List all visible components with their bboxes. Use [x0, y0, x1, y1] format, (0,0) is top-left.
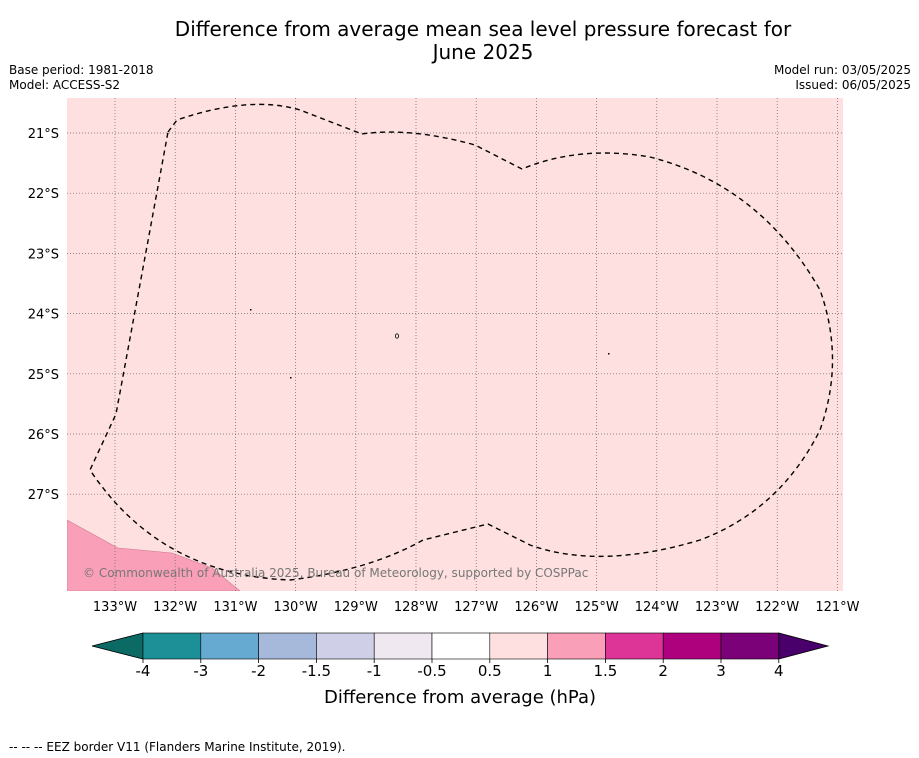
longitude-label: 131°W — [213, 600, 257, 615]
issued-date: Issued: 06/05/2025 — [795, 78, 911, 92]
colorbar-segment — [720, 632, 780, 660]
colorbar-tick-label: -1 — [367, 662, 382, 680]
colorbar-segment — [662, 632, 722, 660]
longitude-label: 124°W — [635, 600, 679, 615]
colorbar-tick-label: 0.5 — [478, 662, 502, 680]
colorbar-segment — [431, 632, 491, 660]
colorbar-segment — [316, 632, 375, 660]
model-run: Model run: 03/05/2025 — [773, 63, 911, 77]
colorbar-tick-label: 1.5 — [593, 662, 617, 680]
colorbar-segment — [489, 632, 548, 660]
colorbar-tick-label: -4 — [136, 662, 151, 680]
longitude-label: 126°W — [514, 600, 558, 615]
latitude-label: 23°S — [28, 247, 59, 262]
latitude-label: 26°S — [28, 428, 59, 443]
colorbar-tick-label: 2 — [658, 662, 668, 680]
title-line-2: June 2025 — [432, 40, 534, 64]
colorbar-tick-label: -3 — [193, 662, 208, 680]
map-background — [67, 98, 843, 591]
copyright-notice: © Commonwealth of Australia 2025, Bureau… — [83, 566, 588, 580]
colorbar-segment — [605, 632, 664, 660]
latitude-labels: 21°S 22°S 23°S 24°S 25°S 26°S 27°S — [28, 127, 59, 503]
longitude-label: 133°W — [93, 600, 137, 615]
colorbar-segment — [373, 632, 433, 660]
island-marker — [608, 353, 610, 355]
title-line-1: Difference from average mean sea level p… — [174, 17, 792, 41]
latitude-label: 25°S — [28, 368, 59, 383]
latitude-label: 27°S — [28, 488, 59, 503]
meta-left: Base period: 1981-2018 Model: ACCESS-S2 — [9, 63, 154, 93]
latitude-label: 21°S — [28, 127, 59, 142]
island-markers — [250, 309, 610, 379]
latitude-label: 22°S — [28, 187, 59, 202]
longitude-label: 127°W — [454, 600, 498, 615]
colorbar-tick-label: 3 — [716, 662, 726, 680]
anomaly-region — [67, 519, 241, 591]
longitude-label: 132°W — [153, 600, 197, 615]
colorbar-segment — [200, 632, 259, 660]
colorbar-tick-label: 4 — [774, 662, 784, 680]
island-marker — [250, 309, 252, 311]
map-title: Difference from average mean sea level p… — [0, 18, 919, 64]
longitude-label: 129°W — [334, 600, 378, 615]
eez-border-line — [89, 103, 834, 581]
island-marker — [394, 333, 399, 339]
meta-right: Model run: 03/05/2025 Issued: 06/05/2025 — [774, 63, 911, 93]
colorbar-tick-label: 1 — [543, 662, 553, 680]
base-period: Base period: 1981-2018 — [9, 63, 154, 77]
colorbar-segment — [547, 632, 606, 660]
longitude-label: 125°W — [575, 600, 619, 615]
colorbar-label: Difference from average (hPa) — [324, 687, 596, 708]
graticule — [67, 98, 843, 591]
island-marker — [290, 377, 292, 379]
longitude-labels: 133°W 132°W 131°W 130°W 129°W 128°W 127°W 126°W… — [93, 600, 860, 615]
colorbar-tick-label: -0.5 — [417, 662, 446, 680]
colorbar-extend-low — [91, 632, 144, 660]
colorbar-segment — [142, 632, 202, 660]
colorbar-segment — [258, 632, 317, 660]
longitude-label: 128°W — [394, 600, 438, 615]
longitude-label: 121°W — [815, 600, 859, 615]
eez-footnote: -- -- -- EEZ border V11 (Flanders Marine… — [9, 740, 346, 754]
latitude-label: 24°S — [28, 308, 59, 323]
longitude-label: 130°W — [274, 600, 318, 615]
colorbar-tick-label: -2 — [251, 662, 266, 680]
colorbar: -4 -3 -2 -1.5 -1 -0.5 0.5 1 1.5 2 3 4 — [91, 632, 830, 680]
longitude-label: 122°W — [755, 600, 799, 615]
colorbar-extend-high — [778, 632, 830, 660]
colorbar-tick-label: -1.5 — [302, 662, 331, 680]
longitude-label: 123°W — [695, 600, 739, 615]
model-name: Model: ACCESS-S2 — [9, 78, 121, 92]
